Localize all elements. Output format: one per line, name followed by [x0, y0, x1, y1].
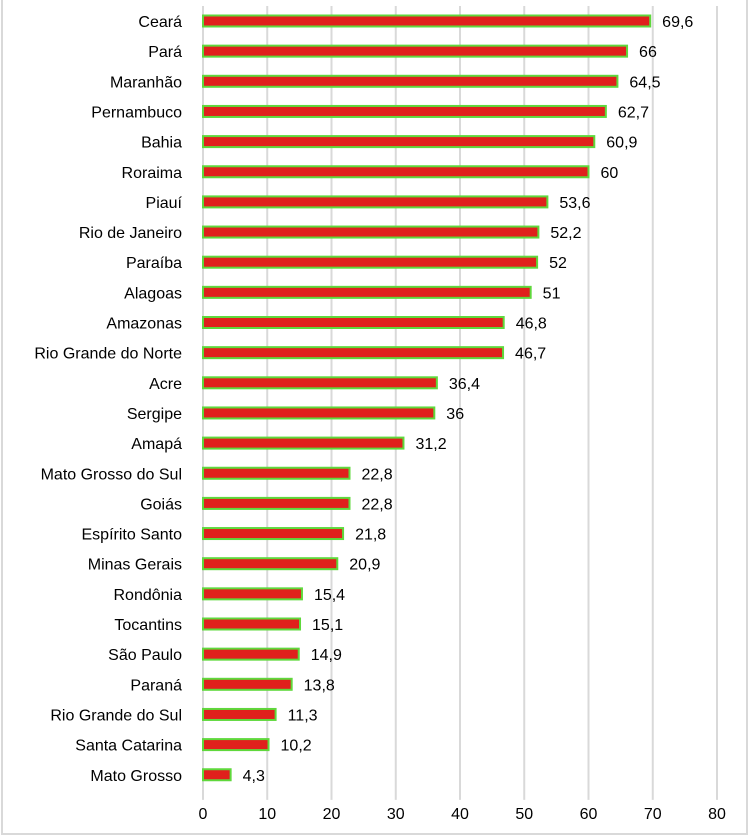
- data-label: 31,2: [415, 436, 446, 453]
- x-tick-label: 10: [258, 806, 276, 823]
- bar: [202, 436, 405, 450]
- category-label: Goiás: [140, 496, 182, 513]
- x-tick-label: 60: [580, 806, 598, 823]
- data-label: 52,2: [550, 225, 581, 242]
- category-label: Rio de Janeiro: [79, 225, 182, 242]
- x-tick-label: 40: [451, 806, 469, 823]
- category-label: Maranhão: [110, 74, 182, 91]
- category-label: Minas Gerais: [88, 557, 182, 574]
- data-label: 36: [446, 406, 464, 423]
- category-label: Espírito Santo: [82, 527, 183, 544]
- bar: [202, 617, 302, 631]
- data-label: 52: [549, 255, 567, 272]
- data-label: 22,8: [361, 496, 392, 513]
- bar: [202, 707, 277, 721]
- category-label: Acre: [149, 376, 182, 393]
- data-label: 20,9: [349, 557, 380, 574]
- category-label: Santa Catarina: [75, 738, 182, 755]
- bar: [202, 74, 619, 88]
- category-label: Mato Grosso do Sul: [41, 466, 182, 483]
- bar: [202, 647, 300, 661]
- category-label: Ceará: [138, 14, 182, 31]
- data-label: 10,2: [281, 738, 312, 755]
- bar: [202, 135, 596, 149]
- bar: [202, 406, 436, 420]
- data-label: 51: [543, 285, 561, 302]
- category-label: Paraná: [130, 677, 182, 694]
- category-label: Bahia: [141, 135, 182, 152]
- bar: [202, 225, 540, 239]
- x-tick-label: 50: [515, 806, 533, 823]
- bar: [202, 738, 270, 752]
- category-label: Pernambuco: [91, 104, 182, 121]
- category-label: Amazonas: [106, 316, 182, 333]
- data-label: 36,4: [449, 376, 480, 393]
- data-label: 53,6: [559, 195, 590, 212]
- bar: [202, 677, 293, 691]
- category-label: Tocantins: [114, 617, 182, 634]
- bar: [202, 285, 532, 299]
- bar: [202, 346, 505, 360]
- data-label: 66: [639, 44, 657, 61]
- value-labels: 69,6 66 64,5 62,7 60,9 60 53,6 52,2 52 51 46,8 46,7…: [243, 14, 694, 785]
- x-tick-label: 30: [387, 806, 405, 823]
- x-tick-label: 20: [323, 806, 341, 823]
- bar: [202, 527, 345, 541]
- x-tick-label: 0: [199, 806, 208, 823]
- category-labels: Ceará Pará Maranhão Pernambuco Bahia Roraima P…: [34, 14, 182, 785]
- data-label: 62,7: [618, 104, 649, 121]
- bars: [202, 14, 652, 782]
- x-tick-label: 70: [644, 806, 662, 823]
- bar: [202, 165, 590, 179]
- category-label: Rio Grande do Sul: [50, 707, 182, 724]
- category-label: Mato Grosso: [90, 768, 182, 785]
- bar: [202, 768, 232, 782]
- bar: [202, 376, 438, 390]
- category-label: Rondônia: [114, 587, 183, 604]
- category-label: São Paulo: [108, 647, 182, 664]
- data-label: 22,8: [361, 466, 392, 483]
- category-label: Pará: [148, 44, 182, 61]
- category-label: Roraima: [122, 165, 183, 182]
- x-axis-ticks: 0 10 20 30 40 50 60 70 80: [199, 806, 726, 823]
- category-label: Rio Grande do Norte: [34, 346, 182, 363]
- data-label: 4,3: [243, 768, 265, 785]
- bar: [202, 496, 351, 510]
- data-label: 46,7: [515, 346, 546, 363]
- category-label: Amapá: [131, 436, 182, 453]
- bar: [202, 255, 539, 269]
- bar: [202, 44, 629, 58]
- data-label: 13,8: [304, 677, 335, 694]
- data-label: 46,8: [516, 316, 547, 333]
- bar: [202, 104, 607, 118]
- data-label: 60,9: [606, 135, 637, 152]
- bar: [202, 557, 339, 571]
- data-label: 15,1: [312, 617, 343, 634]
- bar: [202, 466, 351, 480]
- data-label: 60: [601, 165, 619, 182]
- category-label: Paraíba: [126, 255, 182, 272]
- category-label: Piauí: [146, 195, 183, 212]
- data-label: 69,6: [662, 14, 693, 31]
- data-label: 64,5: [629, 74, 660, 91]
- bar: [202, 195, 549, 209]
- category-label: Alagoas: [124, 285, 182, 302]
- data-label: 21,8: [355, 527, 386, 544]
- x-tick-label: 80: [708, 806, 726, 823]
- data-label: 11,3: [288, 707, 318, 724]
- bar: [202, 316, 505, 329]
- bar: [202, 14, 652, 28]
- bar: [202, 587, 303, 601]
- category-label: Sergipe: [127, 406, 182, 423]
- data-label: 15,4: [314, 587, 345, 604]
- data-label: 14,9: [311, 647, 342, 664]
